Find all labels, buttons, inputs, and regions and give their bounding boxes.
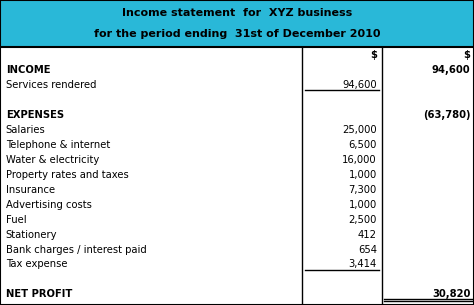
Text: Bank charges / interest paid: Bank charges / interest paid <box>6 245 146 254</box>
Bar <box>0 0 474 47</box>
Text: 654: 654 <box>358 245 377 254</box>
Text: Tax expense: Tax expense <box>6 260 67 270</box>
Text: (63,780): (63,780) <box>423 110 470 120</box>
Text: 1,000: 1,000 <box>348 170 377 180</box>
Text: EXPENSES: EXPENSES <box>6 110 64 120</box>
Text: Property rates and taxes: Property rates and taxes <box>6 170 128 180</box>
Text: 3,414: 3,414 <box>348 260 377 270</box>
Text: 1,000: 1,000 <box>348 199 377 210</box>
Text: 25,000: 25,000 <box>342 125 377 135</box>
Text: NET PROFIT: NET PROFIT <box>6 289 72 300</box>
Text: 94,600: 94,600 <box>342 80 377 90</box>
Text: for the period ending  31st of December 2010: for the period ending 31st of December 2… <box>94 29 380 39</box>
Text: Income statement  for  XYZ business: Income statement for XYZ business <box>122 8 352 18</box>
Text: Salaries: Salaries <box>6 125 46 135</box>
Text: Advertising costs: Advertising costs <box>6 199 91 210</box>
Text: Services rendered: Services rendered <box>6 80 96 90</box>
Text: Telephone & internet: Telephone & internet <box>6 140 110 150</box>
Text: 412: 412 <box>358 230 377 239</box>
Text: Insurance: Insurance <box>6 185 55 195</box>
Text: $: $ <box>370 50 377 60</box>
Text: $: $ <box>463 50 470 60</box>
Text: Fuel: Fuel <box>6 214 27 224</box>
Text: INCOME: INCOME <box>6 65 50 75</box>
Text: Stationery: Stationery <box>6 230 57 239</box>
Text: 2,500: 2,500 <box>348 214 377 224</box>
Text: 7,300: 7,300 <box>348 185 377 195</box>
Text: 30,820: 30,820 <box>432 289 470 300</box>
Text: Water & electricity: Water & electricity <box>6 155 99 165</box>
Text: 6,500: 6,500 <box>348 140 377 150</box>
Text: 16,000: 16,000 <box>342 155 377 165</box>
Text: 94,600: 94,600 <box>432 65 470 75</box>
